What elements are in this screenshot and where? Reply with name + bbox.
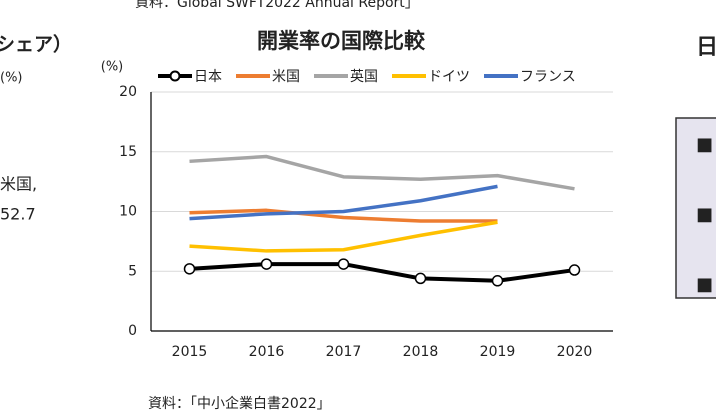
- x-tick-label: 2015: [172, 344, 208, 360]
- point-marker: [337, 258, 350, 270]
- bullet: ■: [696, 204, 713, 225]
- x-tick-label: 2019: [480, 344, 516, 360]
- x-tick-label: 2020: [557, 344, 593, 360]
- left-line: 52.7: [0, 205, 36, 224]
- left-line: 米国,: [0, 175, 37, 194]
- series-line: [189, 220, 498, 253]
- legend-label: 日本: [194, 69, 222, 85]
- legend-label: フランス: [520, 69, 576, 85]
- point-marker: [568, 264, 581, 276]
- series-line: [189, 184, 498, 221]
- point-marker: [260, 258, 273, 270]
- y-axis-label: (%): [101, 60, 124, 75]
- legend-label: ドイツ: [428, 69, 470, 85]
- y-tick-label: 15: [119, 144, 137, 160]
- y-tick-label: 10: [119, 204, 137, 220]
- x-tick-label: 2016: [249, 344, 285, 360]
- legend-label: 英国: [350, 68, 378, 85]
- series-line: [189, 262, 575, 283]
- chart-title: 開業率の国際比較: [257, 29, 426, 53]
- source: 資料：「中小企業白書2022」: [148, 395, 331, 412]
- bullet: ■: [696, 274, 713, 295]
- left-unit: (%): [0, 71, 23, 86]
- x-tick-label: 2017: [326, 344, 362, 360]
- series-line: [189, 154, 575, 191]
- right-box: [675, 117, 716, 299]
- x-tick-label: 2018: [403, 344, 439, 360]
- right-title: 日: [696, 35, 716, 60]
- legend-label: 米国: [272, 69, 300, 85]
- series-line: [189, 208, 498, 223]
- left-title: シェア）: [0, 33, 72, 56]
- point-marker: [414, 272, 427, 285]
- point-marker: [183, 263, 196, 275]
- point-marker: [491, 275, 504, 287]
- header-fragment: 資料：Global SWFT2022 Annual Report」: [135, 0, 419, 11]
- legend-marker: [169, 70, 181, 82]
- y-tick-label: 20: [119, 84, 137, 100]
- bullet: ■: [696, 134, 713, 155]
- y-tick-label: 5: [128, 263, 137, 279]
- y-tick-label: 0: [128, 323, 137, 339]
